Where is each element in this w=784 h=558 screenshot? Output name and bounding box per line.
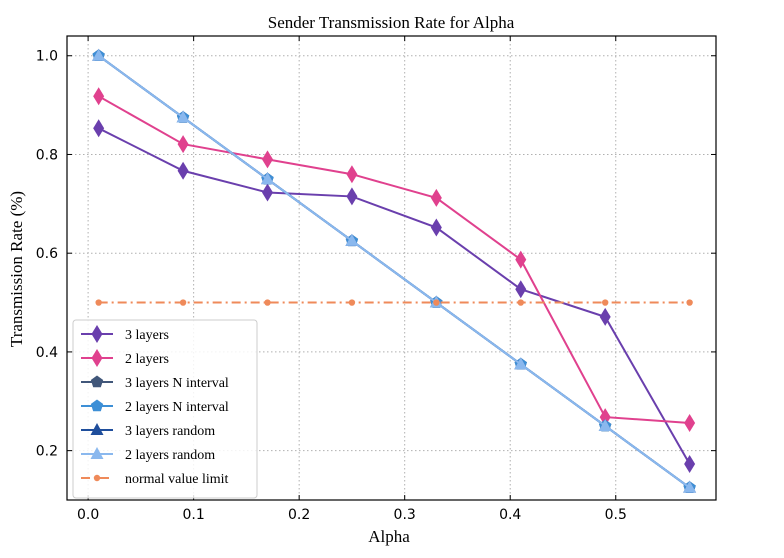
- legend-item: normal value limit: [81, 472, 229, 487]
- legend-box: [72, 319, 258, 499]
- y-axis: 0.2 0.4 0.6 0.8 1.0: [36, 49, 716, 460]
- series-line: [98, 127, 691, 465]
- legend-item: 2 layers: [81, 349, 169, 367]
- data-point: [262, 183, 274, 202]
- legend-marker: [90, 447, 104, 459]
- chart-title: Sender Transmission Rate for Alpha: [268, 13, 515, 32]
- data-point: [346, 165, 358, 184]
- plot-series: [92, 48, 697, 493]
- data-point: [346, 187, 358, 206]
- data-point: [601, 299, 609, 306]
- series-6: [92, 48, 697, 493]
- x-axis: 0.0 0.1 0.2 0.3 0.4 0.5: [77, 36, 627, 523]
- data-point: [433, 299, 440, 306]
- y-axis-label: Transmission Rate (%): [7, 191, 26, 347]
- legend-item: 2 layers random: [81, 447, 215, 463]
- y-tick-label: 0.8: [36, 147, 58, 163]
- x-tick-label: 0.3: [394, 507, 416, 523]
- legend-marker: [90, 423, 104, 435]
- legend-label: 3 layers N interval: [125, 376, 229, 391]
- series-1: [93, 119, 696, 473]
- y-tick-label: 1.0: [36, 49, 58, 65]
- data-point: [515, 280, 527, 299]
- y-tick-label: 0.4: [36, 345, 58, 361]
- data-point: [264, 299, 271, 306]
- x-tick-label: 0.2: [288, 507, 310, 523]
- legend-marker: [90, 399, 104, 412]
- data-point: [684, 454, 696, 473]
- data-point: [262, 150, 274, 169]
- data-point: [514, 357, 528, 370]
- data-point: [599, 307, 611, 326]
- legend-label: normal value limit: [125, 472, 229, 487]
- legend-item: 3 layers random: [81, 423, 215, 439]
- data-point: [430, 218, 442, 237]
- legend-marker: [93, 474, 101, 482]
- data-point: [430, 188, 442, 207]
- legend-item: 3 layers: [81, 325, 169, 343]
- plot-frame: [66, 35, 717, 501]
- data-point: [177, 135, 189, 154]
- data-point: [179, 299, 187, 306]
- data-point: [683, 480, 697, 493]
- legend-marker: [91, 349, 103, 367]
- data-point: [684, 413, 696, 432]
- data-point: [515, 250, 527, 269]
- data-point: [517, 299, 524, 306]
- legend-marker: [91, 325, 103, 343]
- legend-label: 3 layers random: [125, 424, 215, 439]
- series-line: [98, 95, 690, 424]
- legend-item: 3 layers N interval: [81, 375, 229, 391]
- legend-label: 2 layers N interval: [125, 400, 229, 415]
- data-point: [95, 299, 102, 306]
- x-axis-label: Alpha: [368, 527, 410, 546]
- data-point: [261, 172, 275, 185]
- data-point: [93, 87, 105, 106]
- legend-label: 3 layers: [125, 328, 169, 343]
- data-point: [345, 233, 359, 246]
- x-tick-label: 0.4: [499, 507, 521, 523]
- series-2: [93, 87, 696, 432]
- series-7: [95, 299, 693, 306]
- x-tick-label: 0.5: [605, 507, 627, 523]
- legend-marker: [90, 375, 104, 388]
- data-point: [92, 48, 106, 61]
- x-tick-label: 0.0: [77, 507, 99, 523]
- y-tick-label: 0.6: [36, 246, 58, 262]
- legend-label: 2 layers: [125, 352, 169, 367]
- series-line: [98, 54, 691, 489]
- legend-label: 2 layers random: [125, 448, 215, 463]
- y-tick-label: 0.2: [36, 444, 58, 460]
- data-point: [348, 299, 356, 306]
- data-point: [686, 299, 693, 306]
- data-point: [93, 119, 105, 138]
- data-point: [177, 161, 189, 180]
- legend: 3 layers 2 layers 3 layers N interval 2 lay…: [72, 319, 258, 499]
- data-point: [176, 110, 190, 123]
- legend-item: 2 layers N interval: [81, 399, 229, 415]
- x-tick-label: 0.1: [183, 507, 205, 523]
- data-point: [598, 418, 612, 431]
